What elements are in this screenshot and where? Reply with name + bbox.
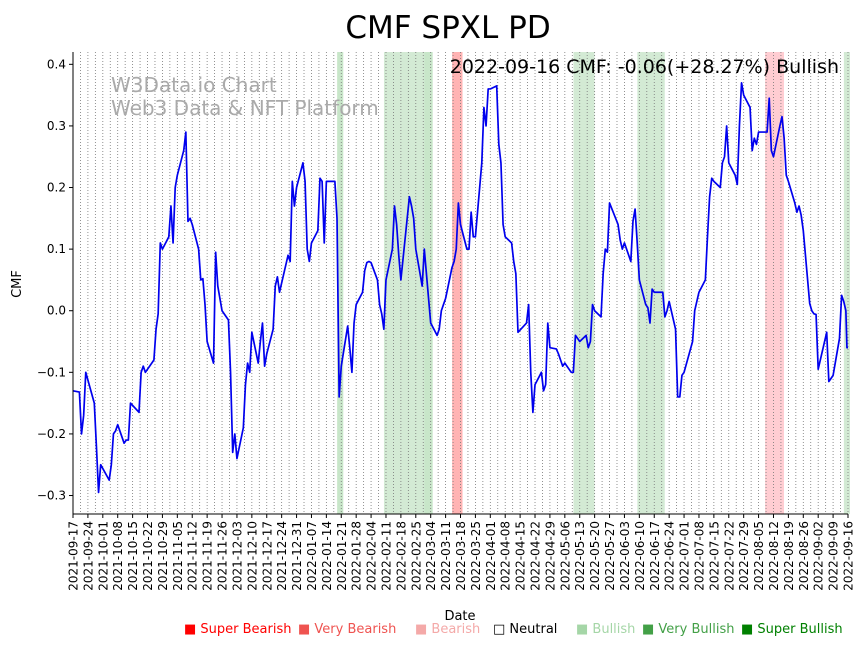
- x-tick-label-40: 2022-06-24: [663, 521, 677, 591]
- legend-item-very-bullish: ■ Very Bullish: [642, 622, 734, 637]
- x-tick-label-32: 2022-04-29: [543, 521, 557, 591]
- x-tick-label-24: 2022-03-04: [424, 521, 438, 591]
- x-tick-label-41: 2022-07-01: [678, 521, 692, 591]
- chart-title: CMF SPXL PD: [345, 10, 550, 46]
- legend-item-bullish: ■ Bullish: [576, 622, 635, 637]
- legend-item-super-bearish: ■ Super Bearish: [184, 622, 292, 637]
- band-very_bullish-7: [843, 52, 850, 514]
- x-tick-label-28: 2022-04-01: [484, 521, 498, 591]
- cmf-series: [72, 81, 848, 494]
- legend-item-neutral: □ Neutral: [493, 622, 557, 637]
- x-tick-label-11: 2021-12-03: [230, 521, 244, 591]
- x-tick-label-50: 2022-09-02: [812, 521, 826, 591]
- x-tick-label-4: 2021-10-15: [126, 521, 140, 591]
- x-tick-label-19: 2022-01-28: [350, 521, 364, 591]
- signal-bands: [337, 52, 850, 514]
- x-tick-label-38: 2022-06-10: [633, 521, 647, 591]
- x-tick-label-1: 2021-09-24: [81, 521, 95, 591]
- x-tick-label-7: 2021-11-05: [171, 521, 185, 591]
- x-tick-label-0: 2021-09-17: [67, 521, 81, 591]
- y-tick-label-5: 0.2: [47, 181, 66, 195]
- x-tick-label-23: 2022-02-25: [409, 521, 423, 591]
- watermark-line-2: Web3 Data & NFT Platform: [111, 96, 379, 120]
- x-tick-label-35: 2022-05-20: [588, 521, 602, 591]
- vertical-gridlines: [72, 52, 849, 514]
- y-axis-label: CMF: [10, 270, 25, 298]
- x-axis-label: Date: [444, 609, 475, 624]
- y-tick-label-3: 0.0: [47, 304, 66, 318]
- legend-item-very-bearish: ■ Very Bearish: [298, 622, 396, 637]
- x-tick-label-6: 2021-10-29: [156, 521, 170, 591]
- x-tick-label-20: 2022-02-04: [365, 521, 379, 591]
- band-bullish-0: [337, 52, 344, 514]
- x-tick-label-46: 2022-08-05: [752, 521, 766, 591]
- x-tick-label-10: 2021-11-26: [216, 521, 230, 591]
- x-tick-label-37: 2022-06-03: [618, 521, 632, 591]
- x-tick-label-33: 2022-05-06: [558, 521, 572, 591]
- x-tick-label-25: 2022-03-11: [439, 521, 453, 591]
- x-tick-label-22: 2022-02-18: [394, 521, 408, 591]
- x-tick-label-2: 2021-10-01: [96, 521, 110, 591]
- x-tick-label-21: 2022-02-11: [379, 521, 393, 591]
- band-very_bullish-5: [637, 52, 665, 514]
- band-bullish-2: [424, 52, 433, 514]
- x-tick-label-31: 2022-04-22: [529, 521, 543, 591]
- x-tick-label-44: 2022-07-22: [722, 521, 736, 591]
- x-tick-label-13: 2021-12-17: [260, 521, 274, 591]
- x-tick-label-36: 2022-05-27: [603, 521, 617, 591]
- x-tick-label-15: 2021-12-31: [290, 521, 304, 591]
- x-tick-label-34: 2022-05-13: [573, 521, 587, 591]
- x-tick-label-5: 2021-10-22: [141, 521, 155, 591]
- x-tick-label-17: 2022-01-14: [320, 521, 334, 591]
- x-tick-label-48: 2022-08-19: [782, 521, 796, 591]
- legend-item-bearish: ■ Bearish: [415, 622, 480, 637]
- band-very_bullish-1: [383, 52, 427, 514]
- y-tick-label-6: 0.3: [47, 119, 66, 133]
- y-tick-label-1: −0.2: [37, 427, 66, 441]
- latest-value-annotation: 2022-09-16 CMF: -0.06(+28.27%) Bullish: [450, 56, 839, 78]
- x-tick-label-49: 2022-08-26: [797, 521, 811, 591]
- x-tick-label-12: 2021-12-10: [245, 521, 259, 591]
- x-tick-label-16: 2022-01-07: [305, 521, 319, 591]
- x-tick-label-43: 2022-07-15: [707, 521, 721, 591]
- x-tick-label-42: 2022-07-08: [692, 521, 706, 591]
- x-tick-label-26: 2022-03-18: [454, 521, 468, 591]
- y-tick-label-7: 0.4: [47, 57, 66, 71]
- x-tick-label-52: 2022-09-16: [842, 521, 856, 591]
- x-tick-label-45: 2022-07-29: [737, 521, 751, 591]
- band-very_bearish-3: [452, 52, 463, 514]
- x-tick-label-27: 2022-03-25: [469, 521, 483, 591]
- x-tick-label-9: 2021-11-19: [201, 521, 215, 591]
- x-tick-label-29: 2022-04-08: [499, 521, 513, 591]
- x-tick-label-8: 2021-11-12: [186, 521, 200, 591]
- x-tick-label-47: 2022-08-12: [767, 521, 781, 591]
- x-tick-label-14: 2021-12-24: [275, 521, 289, 591]
- watermark-line-1: W3Data.io Chart: [111, 73, 277, 97]
- y-tick-label-2: −0.1: [37, 365, 66, 379]
- band-bearish-6: [765, 52, 784, 514]
- x-tick-label-18: 2022-01-21: [335, 521, 349, 591]
- y-tick-label-0: −0.3: [37, 489, 66, 503]
- series-line-cmf: [72, 81, 848, 494]
- legend-item-super-bullish: ■ Super Bullish: [741, 622, 843, 637]
- band-very_bullish-4: [573, 52, 595, 514]
- x-tick-label-30: 2022-04-15: [514, 521, 528, 591]
- x-tick-label-51: 2022-09-09: [827, 521, 841, 591]
- y-tick-label-4: 0.1: [47, 242, 66, 256]
- x-tick-label-39: 2022-06-17: [648, 521, 662, 591]
- x-tick-label-3: 2021-10-08: [111, 521, 125, 591]
- legend: ■ Super Bearish ■ Very Bearish ■ Bearish □ …: [184, 622, 843, 637]
